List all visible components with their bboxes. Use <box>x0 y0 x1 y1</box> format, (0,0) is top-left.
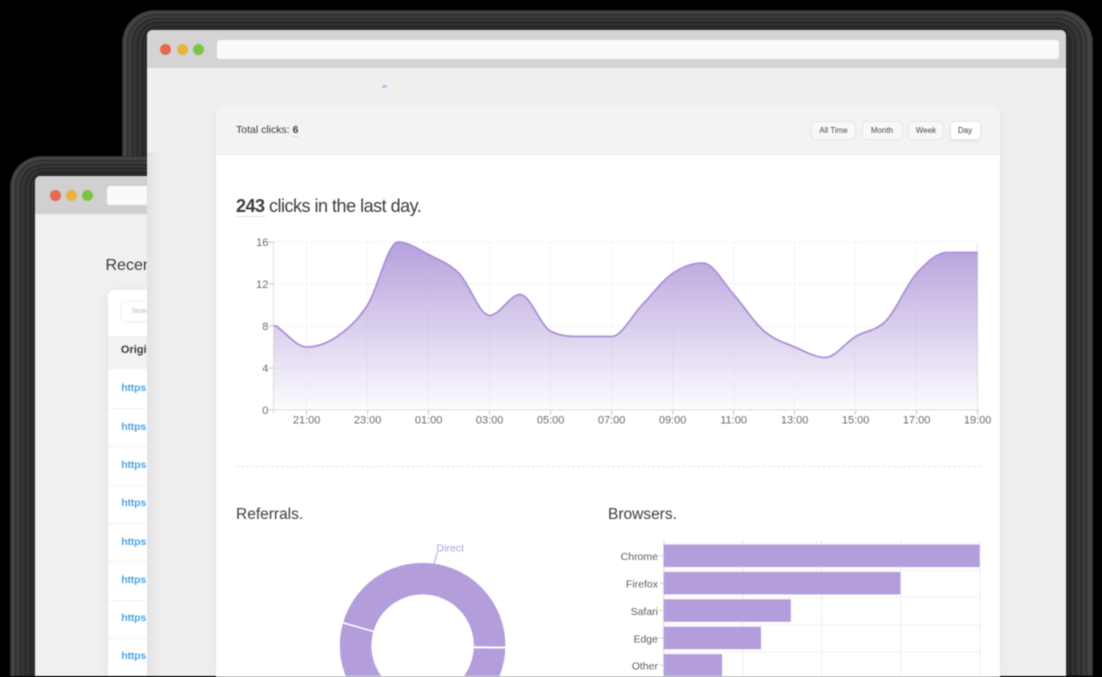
svg-text:Edge: Edge <box>633 633 658 645</box>
svg-text:Firefox: Firefox <box>626 579 659 591</box>
svg-text:0: 0 <box>262 405 268 417</box>
svg-text:01:00: 01:00 <box>415 415 443 427</box>
svg-text:8: 8 <box>262 321 268 333</box>
svg-text:13:00: 13:00 <box>781 415 809 427</box>
svg-text:4: 4 <box>262 363 268 375</box>
svg-text:03:00: 03:00 <box>476 415 504 427</box>
svg-text:12: 12 <box>256 279 268 291</box>
svg-text:11:00: 11:00 <box>720 415 747 427</box>
svg-text:15:00: 15:00 <box>842 415 870 427</box>
svg-text:16: 16 <box>256 237 268 249</box>
svg-text:Safari: Safari <box>631 606 658 618</box>
svg-text:05:00: 05:00 <box>537 415 565 427</box>
svg-text:07:00: 07:00 <box>598 415 626 427</box>
svg-text:Chrome: Chrome <box>621 551 659 563</box>
svg-text:Other: Other <box>632 661 659 673</box>
svg-text:21:00: 21:00 <box>293 415 321 427</box>
svg-text:23:00: 23:00 <box>354 415 382 427</box>
svg-text:17:00: 17:00 <box>903 415 931 427</box>
svg-text:Direct: Direct <box>437 543 465 555</box>
svg-text:19:00: 19:00 <box>964 415 992 427</box>
svg-text:09:00: 09:00 <box>659 415 687 427</box>
